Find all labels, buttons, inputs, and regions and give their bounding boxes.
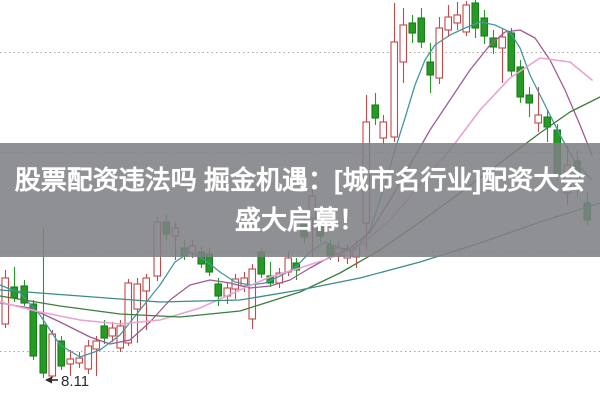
- ad-overlay-text-line2: 盛大启幕！: [234, 205, 365, 235]
- ad-overlay-banner: 股票配资违法吗 掘金机遇：[城市名行业]配资大会 盛大启幕！: [0, 143, 600, 257]
- low-price-annotation: 8.11: [45, 373, 89, 390]
- low-price-label: 8.11: [61, 373, 89, 390]
- ma-slow-pink: [0, 57, 593, 325]
- ma-mid-magenta: [0, 29, 593, 345]
- ad-overlay-text-line1: 股票配资违法吗 掘金机遇：[城市名行业]配资大会: [14, 165, 586, 195]
- ma-slow-green: [0, 96, 600, 318]
